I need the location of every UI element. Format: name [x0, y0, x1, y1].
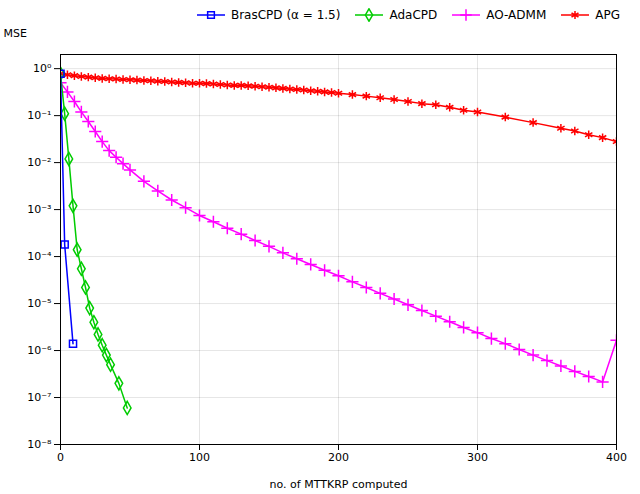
svg-text:200: 200	[328, 451, 349, 464]
svg-text:10⁰: 10⁰	[33, 62, 52, 75]
html-text:AO-ADMM: AO-ADMM	[486, 8, 547, 22]
svg-text:100: 100	[189, 451, 210, 464]
svg-text:10⁻⁷: 10⁻⁷	[27, 391, 51, 404]
html-text:AdaCPD: AdaCPD	[389, 8, 438, 22]
svg-text:10⁻²: 10⁻²	[27, 156, 51, 169]
svg-text:10⁻⁵: 10⁻⁵	[27, 297, 51, 310]
svg-text:no. of MTTKRP computed: no. of MTTKRP computed	[270, 478, 408, 491]
svg-text:10⁻⁴: 10⁻⁴	[27, 250, 52, 263]
svg-text:10⁻³: 10⁻³	[27, 203, 51, 216]
svg-text:10⁻⁸: 10⁻⁸	[27, 438, 52, 451]
svg-text:10⁻¹: 10⁻¹	[27, 109, 51, 122]
svg-text:10⁻⁶: 10⁻⁶	[27, 344, 52, 357]
html-text:BrasCPD (α = 1.5): BrasCPD (α = 1.5)	[230, 8, 341, 22]
svg-text:0: 0	[57, 451, 64, 464]
html-text:APG: APG	[595, 8, 620, 22]
svg-text:400: 400	[606, 451, 627, 464]
svg-text:MSE: MSE	[4, 27, 27, 40]
svg-text:300: 300	[467, 451, 488, 464]
